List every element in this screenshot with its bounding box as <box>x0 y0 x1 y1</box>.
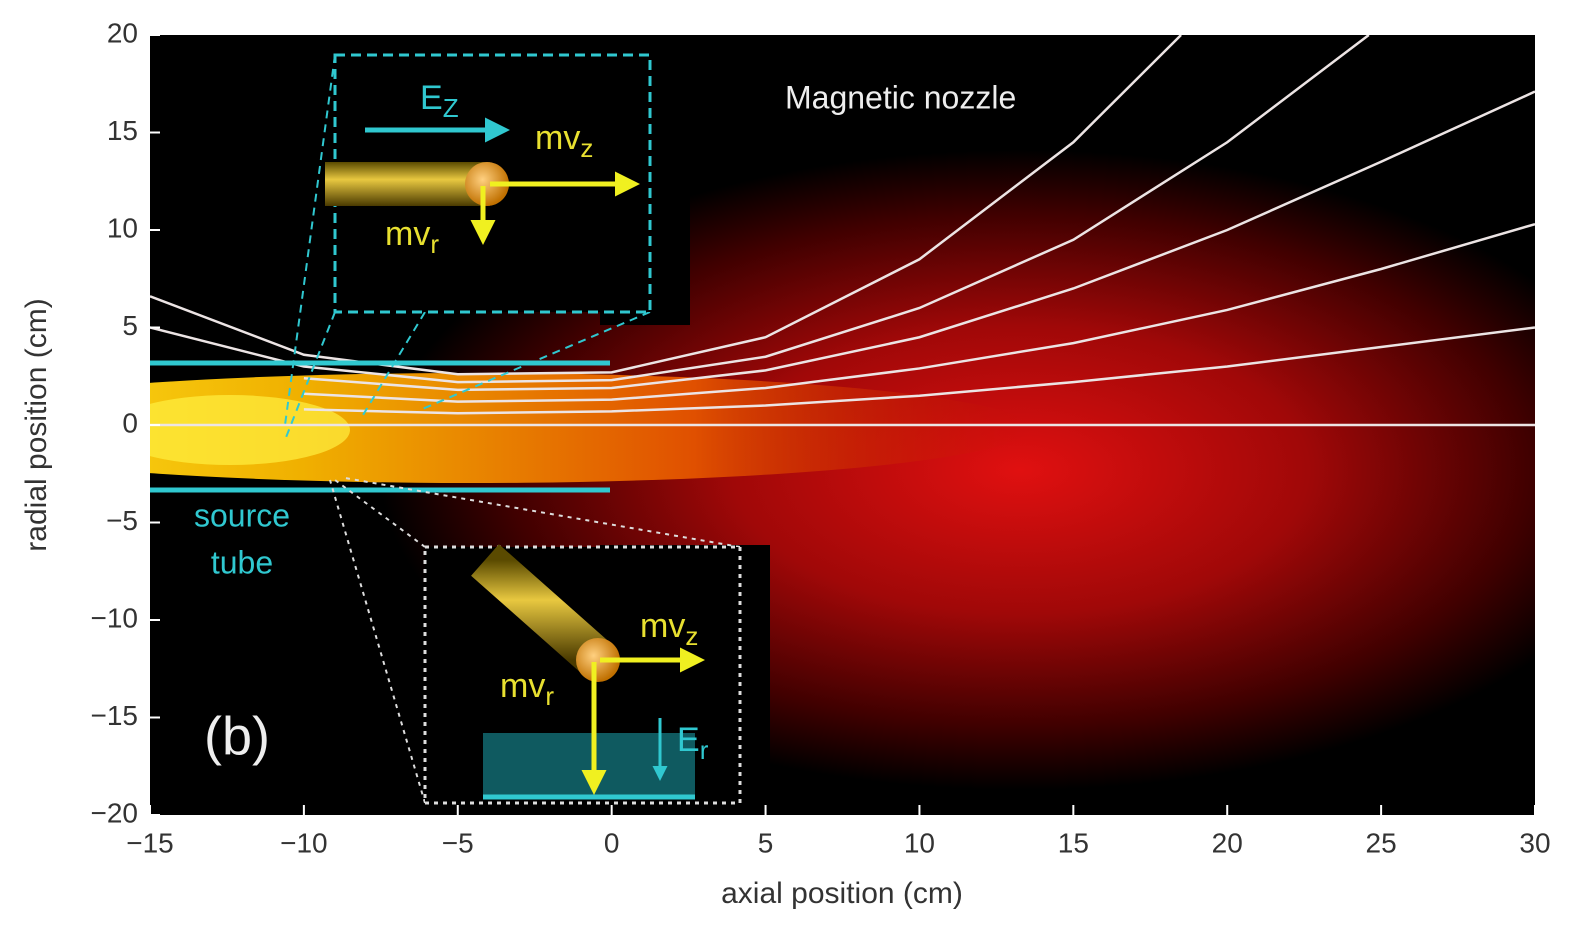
y-tick-label: 5 <box>122 310 138 341</box>
x-tick-label: 5 <box>758 827 774 858</box>
x-tick-label: 25 <box>1366 827 1397 858</box>
y-tick-label: 10 <box>107 212 138 243</box>
annotation: source <box>194 497 290 533</box>
x-tick-label: 10 <box>904 827 935 858</box>
x-tick-label: 20 <box>1212 827 1243 858</box>
x-tick-label: 15 <box>1058 827 1089 858</box>
x-tick-label: 30 <box>1519 827 1550 858</box>
y-tick-label: −15 <box>91 700 139 731</box>
annotation: Magnetic nozzle <box>785 79 1016 115</box>
x-tick-label: −5 <box>442 827 474 858</box>
x-tick-label: −15 <box>126 827 174 858</box>
y-tick-label: 15 <box>107 115 138 146</box>
y-tick-label: −10 <box>91 602 139 633</box>
y-tick-label: 0 <box>122 407 138 438</box>
panel-label: (b) <box>204 706 270 766</box>
y-tick-label: 20 <box>107 17 138 48</box>
y-axis-label: radial position (cm) <box>20 298 53 551</box>
chart: EZ mvz mvr mvz mvr Er Magnetic nozzle so… <box>0 0 1581 925</box>
x-tick-label: −10 <box>280 827 328 858</box>
y-tick-label: −20 <box>91 797 139 828</box>
y-tick-label: −5 <box>106 505 138 536</box>
annotation: tube <box>211 544 273 580</box>
x-tick-label: 0 <box>604 827 620 858</box>
x-axis-label: axial position (cm) <box>721 877 963 910</box>
